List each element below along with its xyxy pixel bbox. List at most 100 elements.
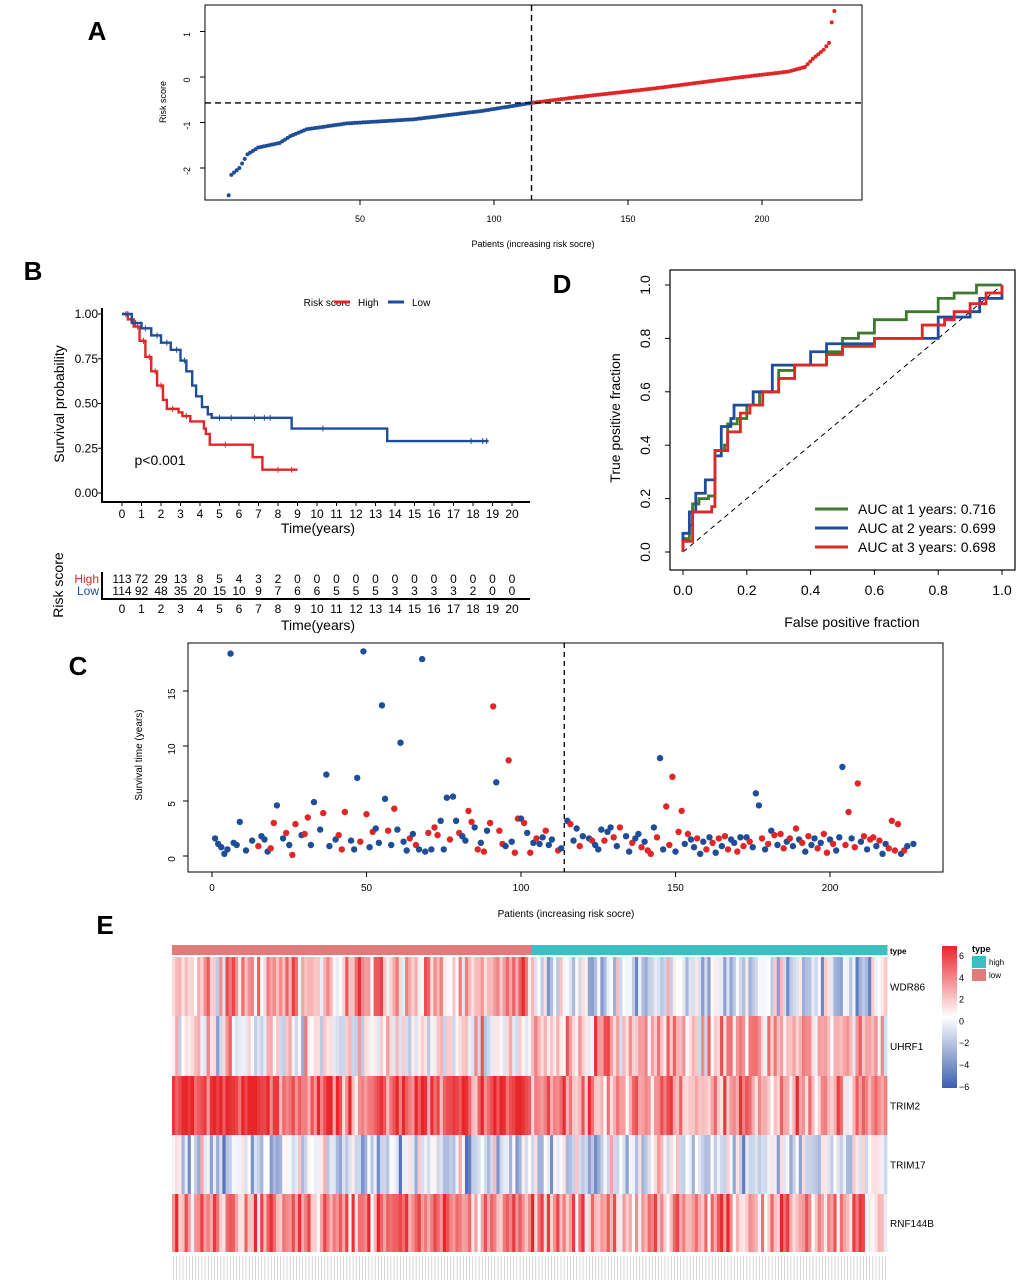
- heatmap-cell: [297, 1135, 302, 1194]
- heatmap-cell: [304, 957, 308, 1016]
- risk-table-cell: 2: [470, 584, 477, 598]
- heatmap-cell: [238, 1016, 242, 1076]
- heatmap-cell: [395, 1135, 400, 1194]
- heatmap-cell: [849, 1194, 853, 1252]
- risk-table-cell: 9: [255, 584, 262, 598]
- heatmap-cell: [477, 1016, 482, 1076]
- risk-point: [805, 62, 810, 67]
- heatmap-cell: [729, 1016, 734, 1076]
- heatmap-cell: [190, 957, 195, 1016]
- heatmap-cell: [373, 1016, 378, 1076]
- heatmap-cell: [852, 1135, 856, 1194]
- heatmap-cell: [820, 1076, 825, 1135]
- heatmap-cell: [827, 1016, 831, 1076]
- heatmap-cell: [883, 1076, 888, 1135]
- risk-point: [810, 56, 815, 61]
- heatmap-cell: [291, 1076, 296, 1135]
- heatmap-cell: [653, 1194, 658, 1252]
- heatmap-cell: [761, 1135, 765, 1194]
- heatmap-cell: [767, 1076, 771, 1135]
- survival-point: [656, 754, 664, 762]
- risk-table-cell: 3: [392, 584, 399, 598]
- heatmap-cell: [698, 1016, 702, 1076]
- heatmap-cell: [175, 957, 179, 1016]
- survival-point: [511, 849, 519, 856]
- heatmap-cell: [575, 1016, 579, 1076]
- heatmap-cell: [638, 957, 642, 1016]
- x-tick-label: 18: [466, 507, 480, 521]
- heatmap-cell: [297, 1194, 302, 1252]
- heatmap-cell: [820, 1016, 825, 1076]
- heatmap-cell: [408, 1194, 412, 1252]
- risk-table-x-tick-label: 11: [330, 602, 343, 616]
- survival-point: [712, 849, 719, 856]
- survival-point: [486, 819, 494, 827]
- heatmap-cell: [423, 1194, 428, 1252]
- y-tick-label: 0: [167, 856, 178, 862]
- heatmap-cell: [565, 1135, 570, 1194]
- heatmap-cell: [764, 1135, 768, 1194]
- heatmap-cell: [480, 957, 485, 1016]
- survival-point: [613, 842, 620, 850]
- heatmap-cell: [490, 1016, 494, 1076]
- heatmap-cell: [345, 1135, 349, 1194]
- heatmap-cell: [761, 1016, 765, 1076]
- risk-table-cell: 0: [392, 572, 399, 586]
- heatmap-cell: [801, 957, 806, 1016]
- heatmap-cell: [666, 957, 671, 1016]
- heatmap-cell: [701, 957, 705, 1016]
- heatmap-cell: [471, 1135, 475, 1194]
- heatmap-cell: [742, 1135, 746, 1194]
- gene-label-trim17: TRIM17: [890, 1161, 926, 1172]
- heatmap-cell: [216, 1135, 220, 1194]
- heatmap-cell: [622, 1194, 626, 1252]
- heatmap-cell: [496, 957, 500, 1016]
- heatmap-cell: [266, 957, 271, 1016]
- gene-label-uhrf1: UHRF1: [890, 1042, 924, 1053]
- heatmap-cell: [874, 1135, 878, 1194]
- risk-table-cell: 0: [489, 572, 496, 586]
- heatmap-cell: [811, 1194, 815, 1252]
- heatmap-cell: [842, 957, 847, 1016]
- heatmap-cell: [398, 1194, 403, 1252]
- risk-table-y-axis-label: Risk score: [50, 552, 66, 618]
- risk-table-cell: 0: [411, 572, 418, 586]
- x-tick-label: 8: [275, 507, 282, 521]
- heatmap-cell: [575, 1135, 579, 1194]
- heatmap-cell: [509, 1076, 513, 1135]
- heatmap-cell: [704, 1076, 708, 1135]
- survival-point: [848, 835, 855, 842]
- heatmap-cell: [527, 957, 532, 1016]
- heatmap-cell: [502, 1016, 507, 1076]
- heatmap-cell: [285, 957, 289, 1016]
- heatmap-cell: [345, 1194, 349, 1252]
- heatmap-cell: [379, 1194, 384, 1252]
- y-axis-label: True positive fraction: [607, 353, 623, 482]
- heatmap-cell: [499, 1194, 504, 1252]
- y-tick-label: 0.25: [75, 441, 99, 455]
- heatmap-cell: [698, 1135, 702, 1194]
- x-tick-label: 150: [620, 214, 635, 224]
- panel-label-B: B: [24, 256, 43, 286]
- heatmap-cell: [619, 1016, 623, 1076]
- heatmap-cell: [776, 1016, 781, 1076]
- heatmap-cell: [858, 1076, 863, 1135]
- heatmap-cell: [279, 1016, 283, 1076]
- heatmap-cell: [871, 1135, 875, 1194]
- survival-point: [502, 842, 509, 850]
- heatmap-cell: [594, 1016, 598, 1076]
- heatmap-cell: [383, 957, 387, 1016]
- heatmap-cell: [225, 957, 230, 1016]
- survival-point: [789, 842, 797, 850]
- heatmap-cell: [468, 1076, 472, 1135]
- heatmap-cell: [871, 1194, 875, 1252]
- survival-point: [823, 849, 831, 856]
- heatmap-cell: [452, 1194, 456, 1252]
- survival-point: [798, 839, 806, 846]
- risk-point: [234, 168, 239, 173]
- heatmap-cell: [461, 1135, 466, 1194]
- survival-point: [372, 825, 379, 832]
- heatmap-cell: [685, 1016, 689, 1076]
- heatmap-cell: [187, 1135, 192, 1194]
- x-tick-label: 50: [355, 214, 365, 224]
